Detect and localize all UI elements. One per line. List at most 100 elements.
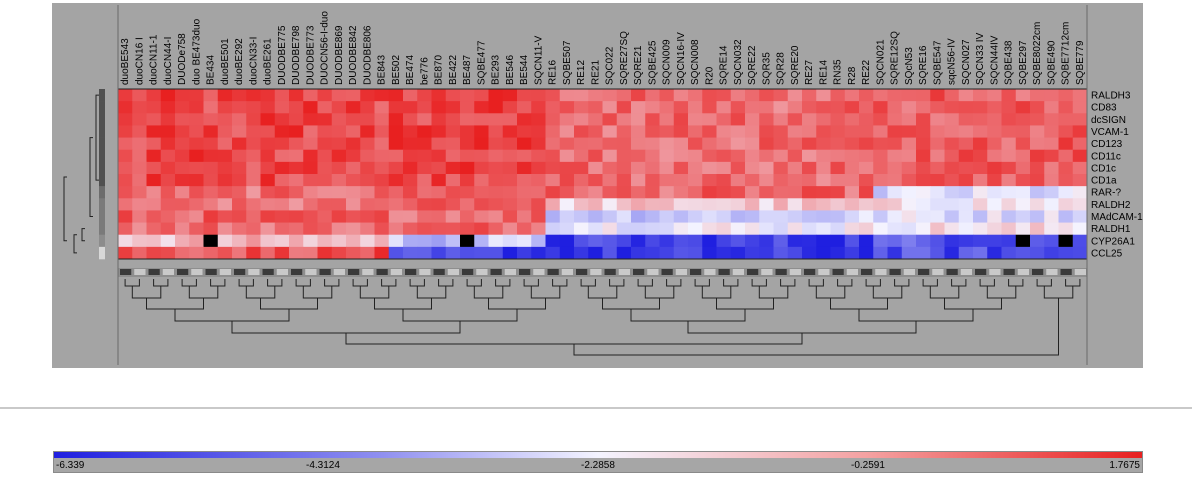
heatmap-cell[interactable] (160, 222, 176, 236)
heatmap-cell[interactable] (388, 246, 404, 260)
heatmap-cell[interactable] (944, 113, 960, 126)
heatmap-cell[interactable] (346, 186, 361, 199)
heatmap-cell[interactable] (802, 174, 817, 187)
heatmap-cell[interactable] (887, 113, 903, 126)
heatmap-cell[interactable] (916, 246, 931, 260)
heatmap-cell[interactable] (160, 198, 176, 211)
heatmap-cell[interactable] (773, 149, 789, 163)
heatmap-cell[interactable] (531, 161, 546, 175)
heatmap-cell[interactable] (830, 246, 846, 260)
heatmap-cell[interactable] (759, 246, 774, 260)
heatmap-cell[interactable] (659, 137, 675, 151)
heatmap-cell[interactable] (602, 113, 618, 126)
heatmap-cell[interactable] (232, 246, 247, 260)
heatmap-cell[interactable] (346, 149, 361, 163)
heatmap-cell[interactable] (930, 125, 945, 138)
heatmap-cell[interactable] (859, 161, 874, 175)
heatmap-cell[interactable] (189, 125, 204, 138)
heatmap-cell[interactable] (346, 125, 361, 138)
heatmap-cell[interactable] (1001, 198, 1017, 211)
heatmap-cell[interactable] (517, 137, 532, 151)
heatmap-cell[interactable] (859, 125, 874, 138)
heatmap-cell[interactable] (132, 125, 147, 138)
heatmap-cell[interactable] (189, 137, 204, 151)
heatmap-cell[interactable] (887, 210, 903, 223)
heatmap-cell[interactable] (873, 125, 888, 138)
heatmap-cell[interactable] (246, 234, 261, 248)
heatmap-cell[interactable] (759, 101, 774, 114)
heatmap-cell[interactable] (374, 101, 390, 114)
heatmap-cell[interactable] (217, 210, 233, 223)
heatmap-cell[interactable] (146, 174, 162, 187)
heatmap-cell[interactable] (232, 186, 247, 199)
heatmap-cell[interactable] (460, 246, 475, 260)
heatmap-cell[interactable] (745, 174, 760, 187)
heatmap-cell[interactable] (930, 222, 945, 236)
heatmap-cell[interactable] (944, 161, 960, 175)
heatmap-cell[interactable] (274, 234, 290, 248)
heatmap-cell[interactable] (403, 210, 418, 223)
heatmap-cell[interactable] (830, 186, 846, 199)
heatmap-cell[interactable] (132, 137, 147, 151)
heatmap-cell[interactable] (474, 161, 489, 175)
heatmap-cell[interactable] (460, 174, 475, 187)
heatmap-cell[interactable] (232, 101, 247, 114)
heatmap-cell[interactable] (745, 222, 760, 236)
heatmap-cell[interactable] (930, 137, 945, 151)
heatmap-cell[interactable] (502, 161, 518, 175)
heatmap-cell[interactable] (445, 113, 461, 126)
heatmap-cell[interactable] (331, 198, 347, 211)
heatmap-cell[interactable] (232, 149, 247, 163)
heatmap-cell[interactable] (574, 113, 589, 126)
heatmap-cell[interactable] (816, 89, 831, 102)
heatmap-cell[interactable] (274, 174, 290, 187)
heatmap-cell[interactable] (460, 149, 475, 163)
heatmap-cell[interactable] (631, 222, 646, 236)
heatmap-cell[interactable] (816, 137, 831, 151)
heatmap-cell[interactable] (688, 161, 703, 175)
heatmap-cell[interactable] (203, 89, 219, 102)
heatmap-cell[interactable] (973, 161, 988, 175)
heatmap-cell[interactable] (887, 222, 903, 236)
heatmap-cell[interactable] (602, 222, 618, 236)
heatmap-cell[interactable] (274, 161, 290, 175)
heatmap-cell[interactable] (688, 89, 703, 102)
heatmap-cell[interactable] (460, 125, 475, 138)
heatmap-cell[interactable] (659, 101, 675, 114)
heatmap-cell[interactable] (460, 198, 475, 211)
heatmap-cell[interactable] (616, 222, 632, 236)
heatmap-cell[interactable] (431, 89, 447, 102)
heatmap-cell[interactable] (901, 174, 917, 187)
heatmap-cell[interactable] (417, 125, 432, 138)
heatmap-cell[interactable] (474, 101, 489, 114)
heatmap-cell[interactable] (759, 222, 774, 236)
heatmap-cell[interactable] (645, 246, 660, 260)
heatmap-cell[interactable] (132, 246, 147, 260)
heatmap-cell[interactable] (232, 222, 247, 236)
heatmap-cell[interactable] (916, 186, 931, 199)
heatmap-cell[interactable] (559, 149, 575, 163)
heatmap-cell[interactable] (260, 149, 276, 163)
heatmap-cell[interactable] (460, 113, 475, 126)
heatmap-cell[interactable] (1001, 174, 1017, 187)
heatmap-cell[interactable] (1044, 210, 1059, 223)
heatmap-cell[interactable] (602, 210, 618, 223)
heatmap-cell[interactable] (602, 234, 618, 248)
heatmap-cell[interactable] (987, 89, 1002, 102)
heatmap-cell[interactable] (403, 174, 418, 187)
heatmap-cell[interactable] (716, 234, 732, 248)
heatmap-cell[interactable] (217, 125, 233, 138)
heatmap-cell[interactable] (1072, 210, 1088, 223)
heatmap-cell[interactable] (1030, 174, 1045, 187)
heatmap-cell[interactable] (574, 210, 589, 223)
heatmap-cell[interactable] (1058, 101, 1074, 114)
heatmap-cell[interactable] (431, 198, 447, 211)
heatmap-cell[interactable] (559, 125, 575, 138)
heatmap-cell[interactable] (474, 246, 489, 260)
heatmap-cell[interactable] (588, 222, 603, 236)
heatmap-cell[interactable] (987, 210, 1002, 223)
heatmap-cell[interactable] (118, 149, 133, 163)
heatmap-cell[interactable] (502, 113, 518, 126)
heatmap-cell[interactable] (616, 101, 632, 114)
heatmap-cell[interactable] (958, 234, 974, 248)
